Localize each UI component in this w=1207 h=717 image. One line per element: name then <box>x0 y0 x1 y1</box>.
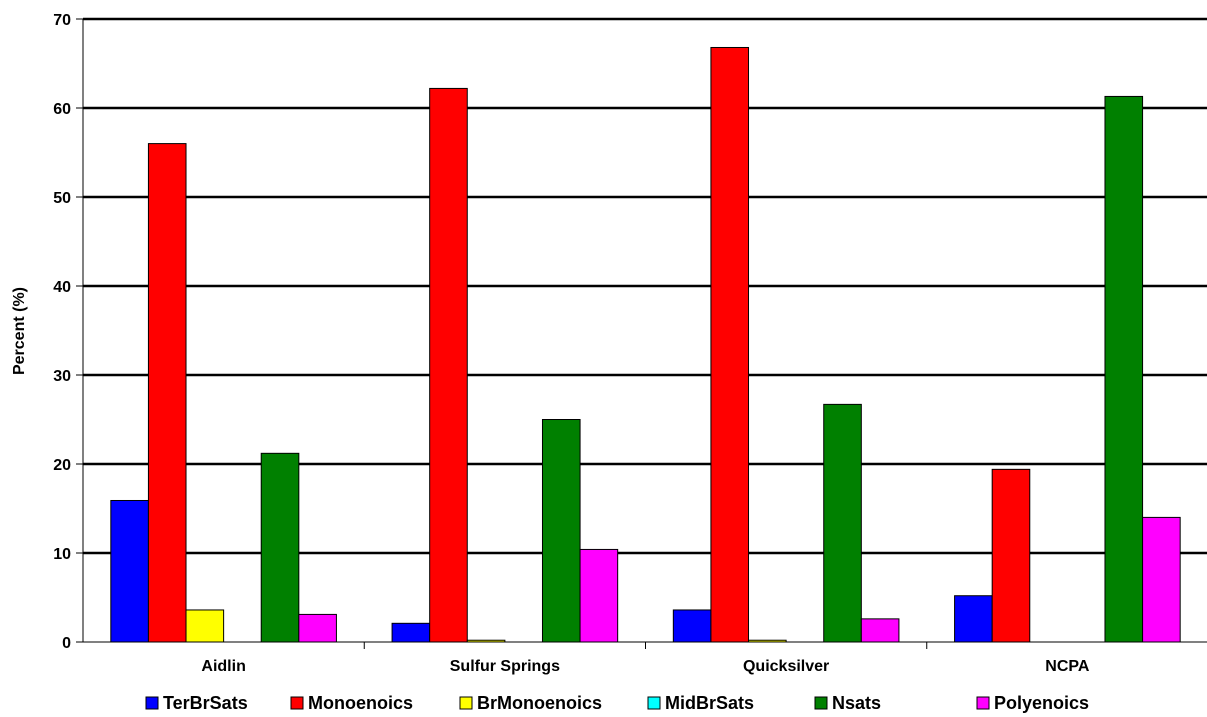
legend-label-brmonoenoics: BrMonoenoics <box>477 693 602 713</box>
legend-label-monoenoics: Monoenoics <box>308 693 413 713</box>
legend-swatch-midbrsats <box>647 696 661 710</box>
bar-polyenoics-aidlin <box>298 613 337 643</box>
x-tick-label: Sulfur Springs <box>450 658 560 675</box>
legend-label-nsats: Nsats <box>832 693 881 713</box>
legend-swatch-polyenoics <box>976 696 990 710</box>
x-tick-labels: Aidlin Sulfur Springs Quicksilver NCPA <box>201 658 1089 675</box>
gridlines <box>83 17 1207 555</box>
legend-swatch-brmonoenoics <box>459 696 473 710</box>
y-tick-label: 0 <box>62 635 71 652</box>
bar-polyenoics-sulfur-springs <box>579 548 619 643</box>
y-axis-title: Percent (%) <box>11 287 28 375</box>
y-tick-label: 60 <box>53 101 71 118</box>
legend: TerBrSats Monoenoics BrMonoenoics MidBrSats… <box>145 693 1089 713</box>
bar-polyenoics-quicksilver <box>860 618 900 643</box>
bar-polyenoics-ncpa <box>1142 516 1181 643</box>
bars <box>110 46 1181 643</box>
legend-label-terbrsats: TerBrSats <box>163 693 248 713</box>
bar-terbrsats-sulfur-springs <box>391 622 431 643</box>
y-tick-label: 50 <box>53 190 71 207</box>
x-tick-label: NCPA <box>1045 658 1090 675</box>
bar-nsats-sulfur-springs <box>541 419 581 643</box>
bar-monoenoics-aidlin <box>147 143 187 643</box>
legend-swatch-monoenoics <box>290 696 304 710</box>
bar-terbrsats-quicksilver <box>672 609 712 643</box>
legend-swatch-terbrsats <box>145 696 159 710</box>
x-tick-label: Aidlin <box>201 658 245 675</box>
axes <box>76 18 1207 649</box>
legend-label-midbrsats: MidBrSats <box>665 693 754 713</box>
bar-monoenoics-quicksilver <box>710 46 750 643</box>
y-tick-label: 30 <box>53 368 71 385</box>
legend-label-polyenoics: Polyenoics <box>994 693 1089 713</box>
bar-nsats-quicksilver <box>823 403 862 643</box>
y-tick-label: 10 <box>53 546 71 563</box>
legend-swatch-nsats <box>814 696 828 710</box>
bar-brmonoenoics-aidlin <box>185 609 225 643</box>
y-tick-label: 20 <box>53 457 71 474</box>
bar-terbrsats-aidlin <box>110 499 149 643</box>
bar-nsats-ncpa <box>1104 95 1144 643</box>
bar-nsats-aidlin <box>260 452 300 643</box>
x-tick-label: Quicksilver <box>743 658 829 675</box>
bar-monoenoics-sulfur-springs <box>429 87 468 643</box>
y-tick-label: 70 <box>53 12 71 29</box>
y-tick-label: 40 <box>53 279 71 296</box>
y-tick-labels: 0 10 20 30 40 50 60 70 <box>53 12 71 652</box>
bar-terbrsats-ncpa <box>954 595 993 643</box>
bar-monoenoics-ncpa <box>991 468 1031 643</box>
